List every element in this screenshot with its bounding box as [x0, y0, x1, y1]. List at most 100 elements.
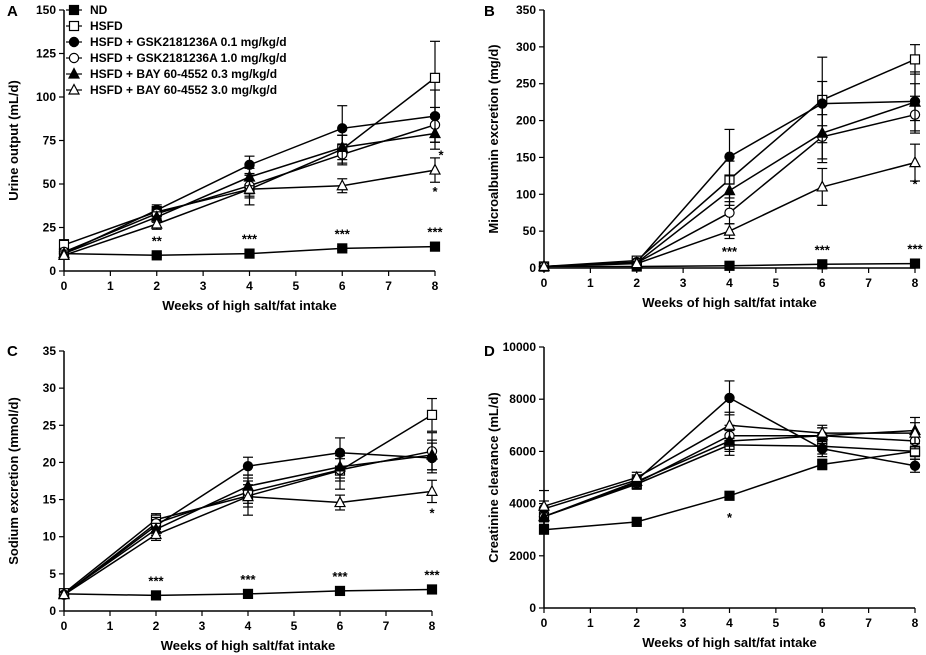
legend-marker	[68, 4, 80, 16]
y-tick-label: 75	[43, 134, 57, 148]
x-tick-label: 5	[291, 619, 298, 633]
series-hsfd-bay-60-4552-0-3-mg-kg-d	[538, 83, 921, 272]
y-tick-label: 100	[516, 187, 536, 201]
x-tick-label: 7	[865, 276, 872, 290]
series-hsfd-bay-60-4552-3-0-mg-kg-d	[538, 411, 921, 523]
x-tick-label: 0	[61, 619, 68, 633]
x-tick-label: 8	[912, 616, 919, 630]
y-tick-label: 150	[516, 150, 536, 164]
x-tick-label: 6	[339, 279, 346, 293]
legend-item: HSFD	[66, 19, 123, 33]
y-tick-label: 5	[49, 567, 56, 581]
data-point	[631, 516, 642, 527]
y-tick-label: 350	[516, 3, 536, 17]
y-axis-title: Microalbumin excretion (mg/d)	[486, 44, 501, 233]
data-point	[909, 258, 921, 269]
significance-label: *	[912, 177, 918, 192]
x-tick-label: 0	[61, 279, 68, 293]
x-tick-label: 4	[726, 616, 733, 630]
y-tick-label: 50	[523, 224, 537, 238]
x-tick-label: 6	[337, 619, 344, 633]
data-point	[538, 499, 550, 511]
data-point	[909, 155, 921, 168]
y-tick-label: 200	[516, 114, 536, 128]
x-tick-label: 1	[107, 619, 114, 633]
significance-label: **	[152, 233, 163, 248]
y-tick-label: 25	[43, 221, 57, 235]
significance-label: ***	[722, 244, 738, 259]
legend-item: HSFD + BAY 60-4552 0.3 mg/kg/d	[66, 67, 277, 81]
y-tick-label: 0	[529, 261, 536, 275]
legend-marker	[68, 20, 80, 32]
y-tick-label: 25	[43, 418, 57, 432]
data-point	[243, 182, 256, 194]
data-point	[336, 178, 349, 191]
y-tick-label: 250	[516, 77, 536, 91]
y-axis-title: Creatinine clearance (mL/d)	[486, 392, 501, 563]
significance-label: ***	[424, 567, 440, 582]
x-tick-label: 0	[541, 616, 548, 630]
data-point	[724, 490, 735, 501]
legend-label: HSFD + GSK2181236A 1.0 mg/kg/d	[90, 51, 287, 65]
x-tick-label: 1	[587, 616, 594, 630]
y-tick-label: 100	[36, 90, 56, 104]
data-point	[150, 590, 162, 601]
x-tick-label: 0	[541, 276, 548, 290]
significance-label: *	[429, 505, 435, 520]
data-point	[817, 259, 828, 270]
data-point	[334, 460, 346, 472]
data-point	[723, 224, 736, 236]
data-point	[336, 140, 349, 153]
data-point	[723, 434, 736, 446]
legend-item: ND	[66, 3, 108, 17]
data-point	[429, 126, 441, 139]
data-point	[337, 123, 348, 134]
legend-label: HSFD + BAY 60-4552 0.3 mg/kg/d	[90, 67, 277, 81]
x-tick-label: 4	[245, 619, 252, 633]
data-point	[723, 418, 736, 430]
panel-letter: B	[484, 3, 495, 20]
data-point	[334, 585, 346, 597]
x-axis-title: Weeks of high salt/fat intake	[642, 635, 817, 650]
panel-a: A 0 1 2 3 4 5 6 7 8 0 25 50 75 100 125 150 Weeks of high …	[6, 3, 444, 313]
significance-label: ***	[907, 242, 923, 257]
data-point	[817, 443, 828, 454]
data-point	[426, 409, 438, 420]
data-point	[58, 248, 70, 260]
data-point	[426, 448, 438, 460]
y-tick-label: 0	[529, 601, 536, 615]
x-tick-label: 2	[153, 279, 160, 293]
data-point	[337, 243, 348, 254]
x-axis-title: Weeks of high salt/fat intake	[162, 298, 337, 313]
data-point	[909, 460, 921, 471]
y-tick-label: 10	[43, 530, 57, 544]
legend-label: ND	[90, 3, 108, 17]
x-tick-label: 2	[633, 616, 640, 630]
data-point	[724, 151, 735, 162]
data-point	[816, 180, 829, 192]
legend-marker	[68, 36, 80, 48]
significance-label: ***	[335, 226, 351, 241]
panel-letter: A	[7, 3, 18, 20]
data-point	[429, 163, 441, 175]
panel-c: C 0 1 2 3 4 5 6 7 8 0 5 10 15 20 25 30 35 Weeks of high sa…	[6, 343, 441, 653]
y-tick-label: 125	[36, 47, 56, 61]
significance-label: *	[438, 148, 444, 163]
data-point	[426, 584, 438, 595]
significance-label: *	[727, 510, 733, 525]
series-nd	[58, 241, 441, 261]
series-hsfd-bay-60-4552-3-0-mg-kg-d	[58, 157, 441, 260]
legend-item: HSFD + BAY 60-4552 3.0 mg/kg/d	[66, 83, 277, 97]
significance-label: ***	[427, 225, 443, 240]
y-tick-label: 150	[36, 3, 56, 17]
series-hsfd-bay-60-4552-3-0-mg-kg-d	[58, 477, 438, 600]
y-axis-title: Urine output (mL/d)	[6, 80, 21, 201]
x-tick-label: 6	[819, 276, 826, 290]
data-point	[630, 470, 643, 483]
legend-label: HSFD + GSK2181236A 0.1 mg/kg/d	[90, 35, 287, 49]
x-axis-title: Weeks of high salt/fat intake	[642, 295, 817, 310]
data-point	[723, 183, 736, 196]
x-tick-label: 1	[107, 279, 114, 293]
data-point	[150, 217, 163, 229]
